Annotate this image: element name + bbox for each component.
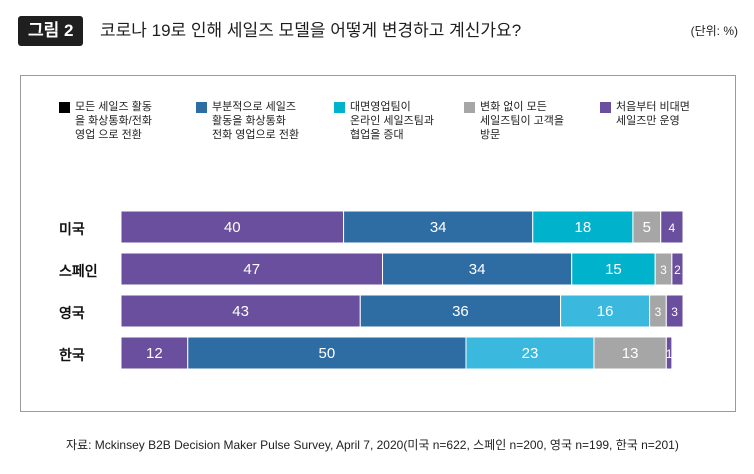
legend-swatch (59, 102, 70, 113)
source-note: 자료: Mckinsey B2B Decision Maker Pulse Su… (66, 438, 679, 452)
bar-segment (120, 336, 189, 370)
figure-header: 그림 2 코로나 19로 인해 세일즈 모델을 어떻게 변경하고 계신가요? (… (18, 16, 738, 46)
bar-segment (632, 210, 662, 244)
legend-label: 변화 없이 모든 세일즈팀이 고객을 방문 (480, 101, 565, 141)
bar-segment (660, 210, 684, 244)
bar-segment (120, 252, 384, 286)
bar-segment (120, 210, 345, 244)
unit-label: (단위: %) (690, 24, 738, 38)
chart-panel: 모든 세일즈 활동 을 화상통화/전화 영업 으로 전환 부분적으로 세일즈 활… (20, 75, 736, 412)
data-label: 4 (669, 221, 676, 235)
figure-badge: 그림 2 (18, 16, 84, 46)
category-label: 한국 (59, 347, 85, 363)
legend-label: 부분적으로 세일즈 활동을 화상통화 전화 영업으로 전환 (212, 101, 300, 141)
data-label: 36 (452, 303, 469, 320)
figure-title: 코로나 19로 인해 세일즈 모델을 어떻게 변경하고 계신가요? (100, 21, 522, 40)
legend-swatch (196, 102, 207, 113)
data-label: 34 (430, 219, 447, 236)
data-label: 3 (655, 305, 662, 319)
bar-segment (671, 252, 684, 286)
stacked-bar-chart: 40 34 18 5 447 34 15 3 243 36 16 3 312 50 23 13 1 (120, 210, 684, 370)
data-label: 3 (671, 305, 678, 319)
legend-label: 처음부터 비대면 세일즈만 운영 (616, 101, 690, 127)
category-label: 스페인 (59, 263, 98, 279)
bar-segment (465, 336, 595, 370)
data-label: 34 (469, 261, 486, 278)
data-label: 15 (605, 261, 622, 278)
category-label: 미국 (59, 221, 85, 237)
bar-segment (187, 336, 467, 370)
legend-swatch (600, 102, 611, 113)
bar-segment (532, 210, 634, 244)
data-label: 23 (522, 345, 539, 362)
data-label: 43 (232, 303, 249, 320)
data-label: 2 (674, 263, 681, 277)
bar-segment (571, 252, 656, 286)
data-label: 40 (224, 219, 241, 236)
bar-segment (382, 252, 573, 286)
bar-segment (665, 336, 673, 370)
data-label: 1 (666, 347, 673, 361)
data-label: 16 (597, 303, 614, 320)
data-label: 18 (574, 219, 591, 236)
legend-label: 모든 세일즈 활동 을 화상통화/전화 영업 으로 전환 (75, 101, 152, 141)
legend-swatch (464, 102, 475, 113)
bar-segment (593, 336, 667, 370)
data-label: 5 (643, 219, 651, 236)
bar-segment (120, 294, 361, 328)
legend-swatch (334, 102, 345, 113)
data-label: 12 (146, 345, 163, 362)
bar-segment (665, 294, 684, 328)
data-label: 3 (660, 263, 667, 277)
data-label: 13 (622, 345, 639, 362)
category-label: 영국 (59, 305, 85, 321)
data-label: 47 (243, 261, 260, 278)
data-label: 50 (319, 345, 336, 362)
bar-segment (560, 294, 651, 328)
legend-label: 대면영업팀이 온라인 세일즈팀과 협업을 증대 (350, 101, 435, 141)
